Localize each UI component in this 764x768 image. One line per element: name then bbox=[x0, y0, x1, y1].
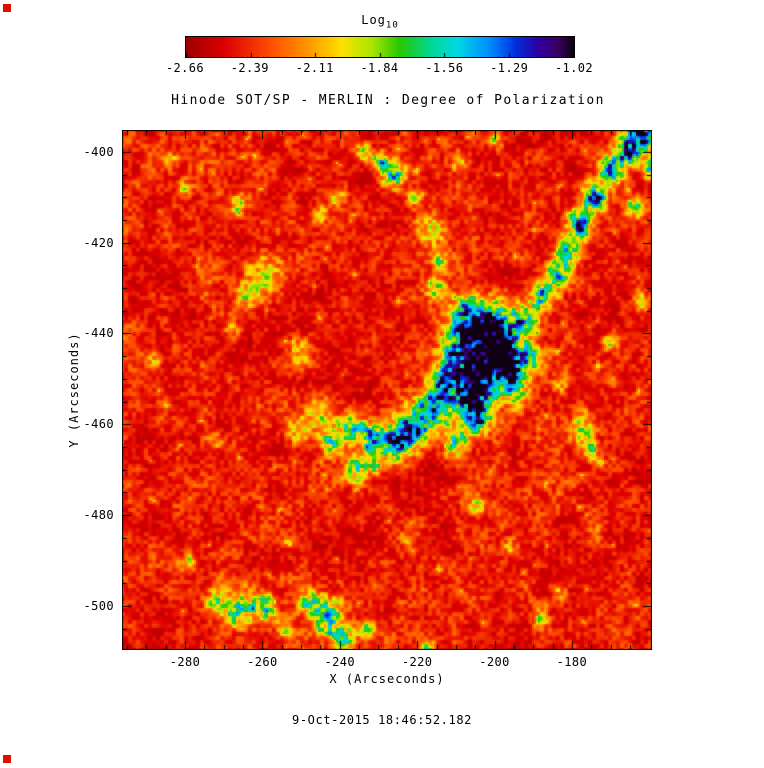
x-tick-label: -280 bbox=[169, 655, 201, 669]
x-tick-label: -200 bbox=[479, 655, 510, 669]
colorbar-title: Log10 bbox=[185, 13, 575, 30]
timestamp: 9-Oct-2015 18:46:52.182 bbox=[292, 713, 472, 727]
x-tick-label: -260 bbox=[247, 655, 278, 669]
x-tick-label: -240 bbox=[324, 655, 356, 669]
colorbar-title-subscript: 10 bbox=[385, 20, 399, 31]
colorbar-tick-label: -1.56 bbox=[425, 61, 464, 75]
colorbar-tick-labels: -2.66 -2.39 -2.11 -1.84 -1.56 -1.29 -1.02 bbox=[166, 61, 593, 76]
y-tick-label: -460 bbox=[83, 417, 114, 432]
colorbar-tick-label: -2.39 bbox=[230, 61, 269, 75]
y-tick-label: -480 bbox=[83, 508, 114, 523]
polarization-heatmap bbox=[122, 130, 652, 650]
y-tick-label: -500 bbox=[83, 598, 114, 613]
colorbar-tick-label: -2.11 bbox=[295, 61, 334, 75]
y-axis-tick-labels: -400 -420 -440 -460 -480 -500 bbox=[58, 130, 114, 650]
plot-area bbox=[122, 130, 652, 650]
colorbar-tick-label: -1.29 bbox=[490, 61, 529, 75]
y-tick-label: -420 bbox=[83, 235, 114, 250]
x-tick-label: -220 bbox=[401, 655, 433, 669]
y-axis-label: Y (Arcseconds) bbox=[67, 332, 81, 448]
x-tick-label: -180 bbox=[556, 655, 588, 669]
colorbar-tick-label: -2.66 bbox=[165, 61, 205, 75]
corner-artifact bbox=[3, 4, 11, 12]
x-axis-label: X (Arcseconds) bbox=[329, 672, 445, 686]
colorbar-title-text: Log bbox=[361, 13, 386, 27]
colorbar-gradient bbox=[186, 37, 574, 57]
plot-title: Hinode SOT/SP - MERLIN : Degree of Polar… bbox=[171, 93, 605, 108]
corner-artifact bbox=[3, 755, 11, 763]
colorbar-tick-label: -1.84 bbox=[360, 61, 399, 75]
y-tick-label: -400 bbox=[83, 144, 114, 159]
y-tick-label: -440 bbox=[83, 326, 114, 341]
x-axis-tick-labels: -280 -260 -240 -220 -200 -180 bbox=[122, 655, 652, 671]
colorbar bbox=[185, 36, 575, 58]
colorbar-tick-label: -1.02 bbox=[554, 61, 594, 75]
